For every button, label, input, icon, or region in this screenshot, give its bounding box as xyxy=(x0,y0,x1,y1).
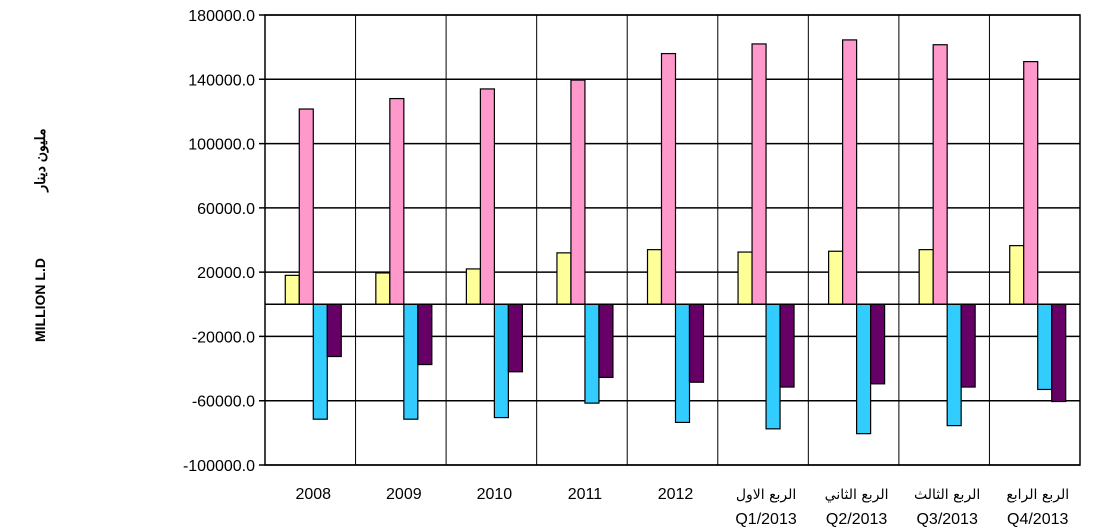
bar-series-1 xyxy=(375,272,391,305)
bar-series-1 xyxy=(465,268,481,305)
bar-series-1 xyxy=(828,250,844,305)
bar-series-1 xyxy=(737,251,753,305)
x-category-sublabel: Q1/2013 xyxy=(735,511,796,528)
x-category-labels: 2008 2009 2010 2011 2012 الربع الاول Q1/2013 ال… xyxy=(295,486,1069,528)
bar-series-3 xyxy=(674,303,691,424)
bar-series-1 xyxy=(646,249,663,305)
bar-series-3 xyxy=(856,303,872,435)
bar-series-2 xyxy=(932,44,948,305)
x-category-label: 2012 xyxy=(658,486,694,503)
y-tick-label: -20000.0 xyxy=(192,329,255,346)
bar-series-4 xyxy=(326,303,342,358)
y-tick-label: -100000.0 xyxy=(183,458,255,475)
bar-series-3 xyxy=(312,303,328,420)
bar-series-2 xyxy=(298,108,314,305)
bars xyxy=(284,39,1067,435)
bar-series-2 xyxy=(660,52,677,305)
bar-series-4 xyxy=(870,303,886,385)
bar-series-2 xyxy=(842,39,858,305)
bar-series-4 xyxy=(598,303,614,379)
bar-series-3 xyxy=(1037,303,1053,391)
bar-series-2 xyxy=(1023,61,1039,305)
x-category-sublabel: Q4/2013 xyxy=(1007,511,1068,528)
y-tick-label: -60000.0 xyxy=(192,394,255,411)
bar-series-2 xyxy=(479,88,495,305)
bar-series-3 xyxy=(765,303,781,430)
x-category-label: 2011 xyxy=(568,486,603,503)
y-axis-label-arabic: مليون دينار xyxy=(32,128,49,192)
bar-series-3 xyxy=(493,303,509,419)
x-category-label: الربع الثاني xyxy=(825,487,889,503)
x-category-label: 2008 xyxy=(295,486,331,503)
bar-series-4 xyxy=(779,303,795,388)
bar-series-4 xyxy=(417,303,433,366)
bar-series-4 xyxy=(507,303,523,373)
bar-series-3 xyxy=(403,303,419,420)
bar-series-2 xyxy=(751,43,767,305)
y-tick-label: 140000.0 xyxy=(188,72,255,89)
x-category-label: 2010 xyxy=(477,486,513,503)
bar-series-1 xyxy=(284,274,300,305)
bar-series-4 xyxy=(688,303,705,383)
bar-series-3 xyxy=(946,303,962,427)
x-category-label: الربع الاول xyxy=(736,487,796,503)
y-axis-label-english: MILLION L.D xyxy=(32,258,48,342)
bar-series-1 xyxy=(1009,245,1025,305)
y-tick-label: 20000.0 xyxy=(197,265,255,282)
y-tick-label: 100000.0 xyxy=(188,137,255,154)
bar-series-2 xyxy=(389,97,405,305)
bar-series-1 xyxy=(556,252,572,305)
y-tick-label: 60000.0 xyxy=(197,201,255,218)
x-category-sublabel: Q3/2013 xyxy=(916,511,977,528)
x-category-sublabel: Q2/2013 xyxy=(826,511,887,528)
y-tick-label: 180000.0 xyxy=(188,8,255,25)
x-category-label: 2009 xyxy=(386,486,422,503)
bar-series-1 xyxy=(918,249,934,305)
bar-series-4 xyxy=(960,303,976,388)
bar-series-3 xyxy=(584,303,600,404)
x-category-label: الربع الثالث xyxy=(914,487,980,503)
x-category-label: الربع الرابع xyxy=(1006,487,1069,503)
y-tick-labels: 180000.0 140000.0 100000.0 60000.0 20000.0 -2… xyxy=(183,8,255,475)
bar-series-4 xyxy=(1051,303,1067,403)
bar-series-2 xyxy=(570,79,586,305)
